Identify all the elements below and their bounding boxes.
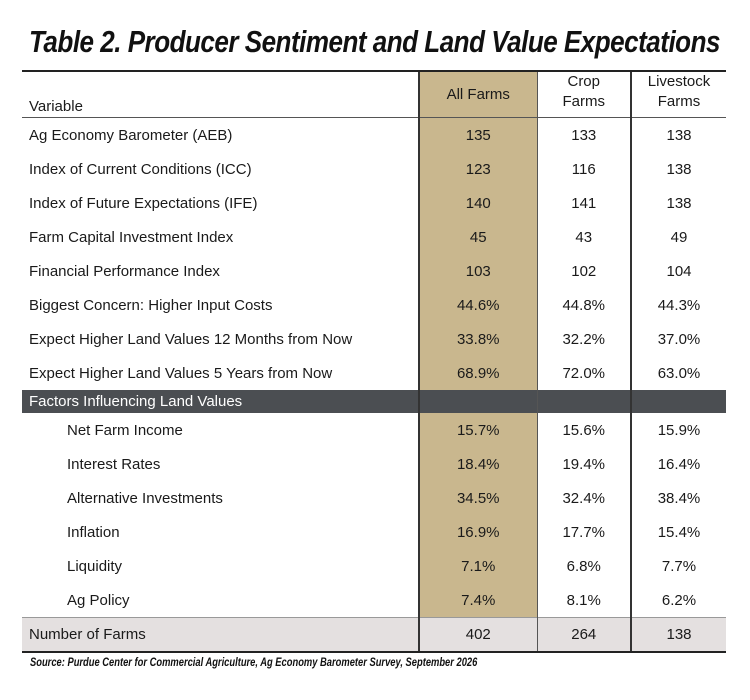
- livestock-farms-value: 16.4%: [630, 447, 726, 481]
- table-row: Alternative Investments 34.5% 32.4% 38.4%: [22, 481, 726, 515]
- section-spacer-livestock: [630, 390, 726, 413]
- row-label: Ag Policy: [67, 591, 130, 609]
- row-label: Financial Performance Index: [29, 262, 220, 280]
- livestock-farms-value: 37.0%: [630, 322, 726, 356]
- crop-farms-value: 32.4%: [536, 481, 631, 515]
- all-farms-value: 16.9%: [418, 515, 537, 549]
- crop-farms-value: 32.2%: [536, 322, 631, 356]
- row-label: Ag Economy Barometer (AEB): [22, 117, 419, 152]
- all-farms-value: 103: [418, 254, 537, 288]
- all-farms-value: 33.8%: [418, 322, 537, 356]
- crop-farms-value: 44.8%: [536, 288, 631, 322]
- table-row: Interest Rates 18.4% 19.4% 16.4%: [22, 447, 726, 481]
- header-livestock-line2: Farms: [657, 93, 701, 110]
- section-spacer-crop: [536, 390, 631, 413]
- total-all-farms: 402: [418, 617, 537, 653]
- row-label: Expect Higher Land Values 5 Years from N…: [29, 364, 333, 382]
- all-farms-value: 140: [418, 186, 537, 220]
- crop-farms-value: 72.0%: [536, 356, 631, 390]
- all-farms-value: 15.7%: [418, 413, 537, 447]
- livestock-farms-value: 7.7%: [630, 549, 726, 583]
- header-row: Variable All Farms Crop Farms Livestock …: [22, 72, 726, 118]
- total-label: Number of Farms: [22, 617, 419, 653]
- all-farms-value: 34.5%: [418, 481, 537, 515]
- table-row: Expect Higher Land Values 12 Months from…: [22, 322, 726, 356]
- row-label: Index of Future Expectations (IFE): [29, 194, 258, 212]
- header-crop-line2: Farms: [562, 93, 606, 110]
- crop-farms-value: 102: [536, 254, 631, 288]
- all-farms-value: 18.4%: [418, 447, 537, 481]
- livestock-farms-value: 104: [630, 254, 726, 288]
- row-label: Farm Capital Investment Index: [29, 228, 234, 246]
- section-label: Factors Influencing Land Values: [22, 390, 419, 413]
- livestock-farms-value: 138: [630, 152, 726, 186]
- table-row: Ag Economy Barometer (AEB) 135 133 138: [22, 117, 726, 152]
- crop-farms-value: 8.1%: [536, 583, 631, 618]
- livestock-farms-value: 44.3%: [630, 288, 726, 322]
- row-label: Interest Rates: [67, 455, 161, 473]
- crop-farms-value: 6.8%: [536, 549, 631, 583]
- all-farms-value: 68.9%: [418, 356, 537, 390]
- total-crop-farms: 264: [536, 617, 631, 653]
- top-rule: [22, 70, 726, 72]
- table-row: Inflation 16.9% 17.7% 15.4%: [22, 515, 726, 549]
- livestock-farms-value: 138: [630, 186, 726, 220]
- header-livestock-farms: Livestock Farms: [630, 72, 726, 118]
- section-row: Factors Influencing Land Values: [22, 390, 726, 413]
- table-row: Liquidity 7.1% 6.8% 7.7%: [22, 549, 726, 583]
- row-label: Index of Current Conditions (ICC): [29, 160, 252, 178]
- header-crop-farms: Crop Farms: [536, 72, 631, 118]
- table-row: Expect Higher Land Values 5 Years from N…: [22, 356, 726, 390]
- all-farms-value: 7.4%: [418, 583, 537, 618]
- crop-farms-value: 15.6%: [536, 413, 631, 447]
- crop-farms-value: 133: [536, 117, 631, 152]
- header-variable: Variable: [29, 98, 83, 115]
- livestock-farms-value: 49: [630, 220, 726, 254]
- all-farms-value: 135: [418, 117, 537, 152]
- all-farms-value: 123: [418, 152, 537, 186]
- all-farms-value: 45: [418, 220, 537, 254]
- livestock-farms-value: 6.2%: [630, 583, 726, 618]
- livestock-farms-value: 15.4%: [630, 515, 726, 549]
- table-row: Index of Current Conditions (ICC) 123 116 1…: [22, 152, 726, 186]
- row-label: Net Farm Income: [67, 421, 183, 439]
- all-farms-value: 7.1%: [418, 549, 537, 583]
- row-label: Liquidity: [67, 557, 123, 575]
- livestock-farms-value: 138: [630, 117, 726, 152]
- crop-farms-value: 116: [536, 152, 631, 186]
- crop-farms-value: 141: [536, 186, 631, 220]
- livestock-farms-value: 15.9%: [630, 413, 726, 447]
- table-row: Biggest Concern: Higher Input Costs 44.6%…: [22, 288, 726, 322]
- section-spacer-all: [418, 390, 537, 413]
- header-livestock-line1: Livestock: [647, 73, 711, 90]
- row-label: Alternative Investments: [67, 489, 223, 507]
- table-row: Financial Performance Index 103 102 104: [22, 254, 726, 288]
- source-note: Source: Purdue Center for Commercial Agr…: [30, 655, 478, 669]
- table-title: Table 2. Producer Sentiment and Land Val…: [29, 24, 720, 59]
- header-all-farms: All Farms: [418, 72, 537, 118]
- total-row: Number of Farms 402 264 138: [22, 617, 726, 653]
- crop-farms-value: 19.4%: [536, 447, 631, 481]
- table-row: Farm Capital Investment Index 45 43 49: [22, 220, 726, 254]
- crop-farms-value: 43: [536, 220, 631, 254]
- header-crop-line1: Crop: [567, 73, 600, 90]
- crop-farms-value: 17.7%: [536, 515, 631, 549]
- row-label: Expect Higher Land Values 12 Months from…: [29, 330, 353, 348]
- row-label: Biggest Concern: Higher Input Costs: [29, 296, 273, 314]
- total-livestock-farms: 138: [630, 617, 726, 653]
- livestock-farms-value: 63.0%: [630, 356, 726, 390]
- table-row: Ag Policy 7.4% 8.1% 6.2%: [22, 583, 726, 618]
- data-table: Variable All Farms Crop Farms Livestock …: [22, 72, 726, 653]
- table-row: Net Farm Income 15.7% 15.6% 15.9%: [22, 413, 726, 447]
- all-farms-value: 44.6%: [418, 288, 537, 322]
- livestock-farms-value: 38.4%: [630, 481, 726, 515]
- table-row: Index of Future Expectations (IFE) 140 141…: [22, 186, 726, 220]
- row-label: Inflation: [67, 523, 120, 541]
